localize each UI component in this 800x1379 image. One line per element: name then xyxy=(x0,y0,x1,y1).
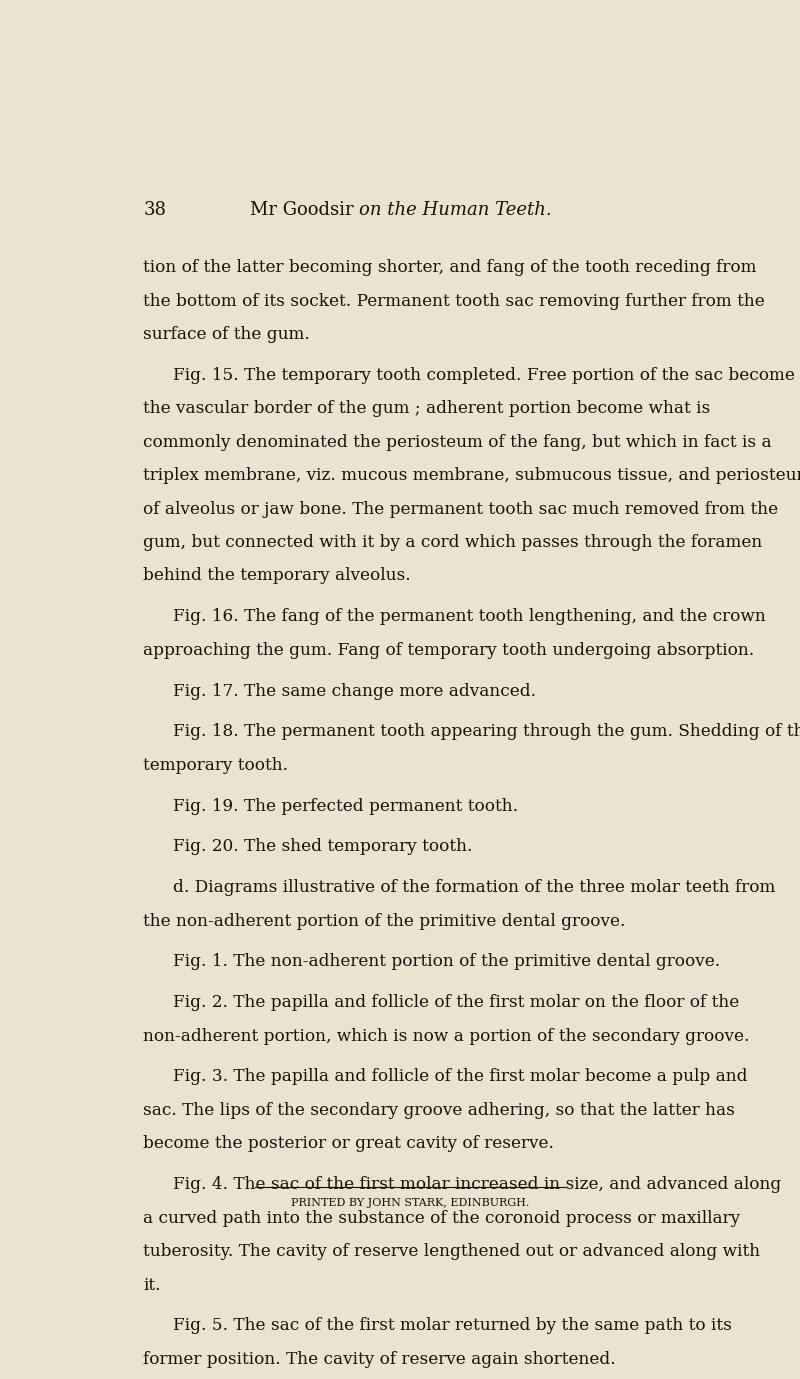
Text: the bottom of its socket. Permanent tooth sac removing further from the: the bottom of its socket. Permanent toot… xyxy=(143,292,765,309)
Text: non-adherent portion, which is now a portion of the secondary groove.: non-adherent portion, which is now a por… xyxy=(143,1027,750,1045)
Text: Fig. 18. The permanent tooth appearing through the gum. Shedding of the: Fig. 18. The permanent tooth appearing t… xyxy=(173,724,800,741)
Text: on the Human Teeth.: on the Human Teeth. xyxy=(359,200,552,218)
Text: it.: it. xyxy=(143,1277,161,1294)
Text: surface of the gum.: surface of the gum. xyxy=(143,325,310,343)
Text: Fig. 4. The sac of the first molar increased in size, and advanced along: Fig. 4. The sac of the first molar incre… xyxy=(173,1176,782,1193)
Text: PRINTED BY JOHN STARK, EDINBURGH.: PRINTED BY JOHN STARK, EDINBURGH. xyxy=(291,1198,529,1208)
Text: sac. The lips of the secondary groove adhering, so that the latter has: sac. The lips of the secondary groove ad… xyxy=(143,1102,735,1118)
Text: become the posterior or great cavity of reserve.: become the posterior or great cavity of … xyxy=(143,1135,554,1153)
Text: Fig. 20. The shed temporary tooth.: Fig. 20. The shed temporary tooth. xyxy=(173,838,473,855)
Text: approaching the gum. Fang of temporary tooth undergoing absorption.: approaching the gum. Fang of temporary t… xyxy=(143,641,754,659)
Text: the vascular border of the gum ; adherent portion become what is: the vascular border of the gum ; adheren… xyxy=(143,400,710,418)
Text: the non-adherent portion of the primitive dental groove.: the non-adherent portion of the primitiv… xyxy=(143,913,626,929)
Text: gum, but connected with it by a cord which passes through the foramen: gum, but connected with it by a cord whi… xyxy=(143,534,762,552)
Text: Mr Goodsir: Mr Goodsir xyxy=(250,200,359,218)
Text: Fig. 3. The papilla and follicle of the first molar become a pulp and: Fig. 3. The papilla and follicle of the … xyxy=(173,1069,748,1085)
Text: tion of the latter becoming shorter, and fang of the tooth receding from: tion of the latter becoming shorter, and… xyxy=(143,259,757,276)
Text: tuberosity. The cavity of reserve lengthened out or advanced along with: tuberosity. The cavity of reserve length… xyxy=(143,1242,761,1260)
Text: Fig. 2. The papilla and follicle of the first molar on the floor of the: Fig. 2. The papilla and follicle of the … xyxy=(173,994,739,1011)
Text: Fig. 16. The fang of the permanent tooth lengthening, and the crown: Fig. 16. The fang of the permanent tooth… xyxy=(173,608,766,625)
Text: 38: 38 xyxy=(143,200,166,218)
Text: a curved path into the substance of the coronoid process or maxillary: a curved path into the substance of the … xyxy=(143,1209,741,1227)
Text: of alveolus or jaw bone. The permanent tooth sac much removed from the: of alveolus or jaw bone. The permanent t… xyxy=(143,501,778,517)
Text: Fig. 1. The non-adherent portion of the primitive dental groove.: Fig. 1. The non-adherent portion of the … xyxy=(173,953,721,971)
Text: commonly denominated the periosteum of the fang, but which in fact is a: commonly denominated the periosteum of t… xyxy=(143,433,772,451)
Text: former position. The cavity of reserve again shortened.: former position. The cavity of reserve a… xyxy=(143,1351,616,1368)
Text: temporary tooth.: temporary tooth. xyxy=(143,757,289,774)
Text: behind the temporary alveolus.: behind the temporary alveolus. xyxy=(143,567,411,585)
Text: d. Diagrams illustrative of the formation of the three molar teeth from: d. Diagrams illustrative of the formatio… xyxy=(173,880,775,896)
Text: Fig. 19. The perfected permanent tooth.: Fig. 19. The perfected permanent tooth. xyxy=(173,797,518,815)
Text: Fig. 15. The temporary tooth completed. Free portion of the sac become: Fig. 15. The temporary tooth completed. … xyxy=(173,367,795,383)
Text: Fig. 5. The sac of the first molar returned by the same path to its: Fig. 5. The sac of the first molar retur… xyxy=(173,1317,732,1335)
Text: triplex membrane, viz. mucous membrane, submucous tissue, and periosteum: triplex membrane, viz. mucous membrane, … xyxy=(143,467,800,484)
Text: Fig. 17. The same change more advanced.: Fig. 17. The same change more advanced. xyxy=(173,683,536,699)
